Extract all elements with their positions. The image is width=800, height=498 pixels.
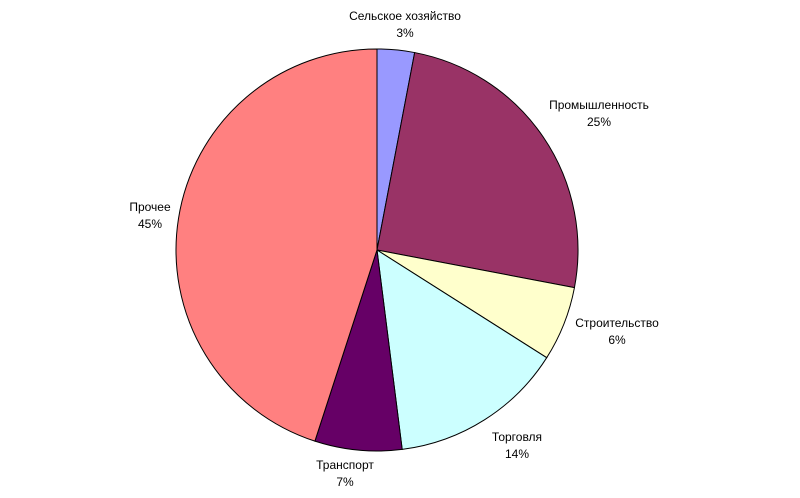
value-other: 45% bbox=[138, 217, 162, 231]
label-construction: Строительство bbox=[575, 316, 659, 330]
pie-slice-industry bbox=[376, 51, 579, 289]
value-industry: 25% bbox=[587, 115, 611, 129]
value-transport: 7% bbox=[336, 475, 354, 489]
value-construction: 6% bbox=[608, 333, 626, 347]
label-trade: Торговля bbox=[492, 430, 542, 444]
label-agriculture: Сельское хозяйство bbox=[349, 9, 461, 23]
value-trade: 14% bbox=[505, 447, 529, 461]
label-transport: Транспорт bbox=[316, 458, 374, 472]
label-industry: Промышленность bbox=[549, 98, 649, 112]
pie-slice-trade bbox=[376, 249, 548, 450]
value-agriculture: 3% bbox=[396, 26, 414, 40]
pie-slices bbox=[175, 48, 579, 452]
pie-slice-other bbox=[175, 48, 378, 442]
label-other: Прочее bbox=[129, 200, 171, 214]
